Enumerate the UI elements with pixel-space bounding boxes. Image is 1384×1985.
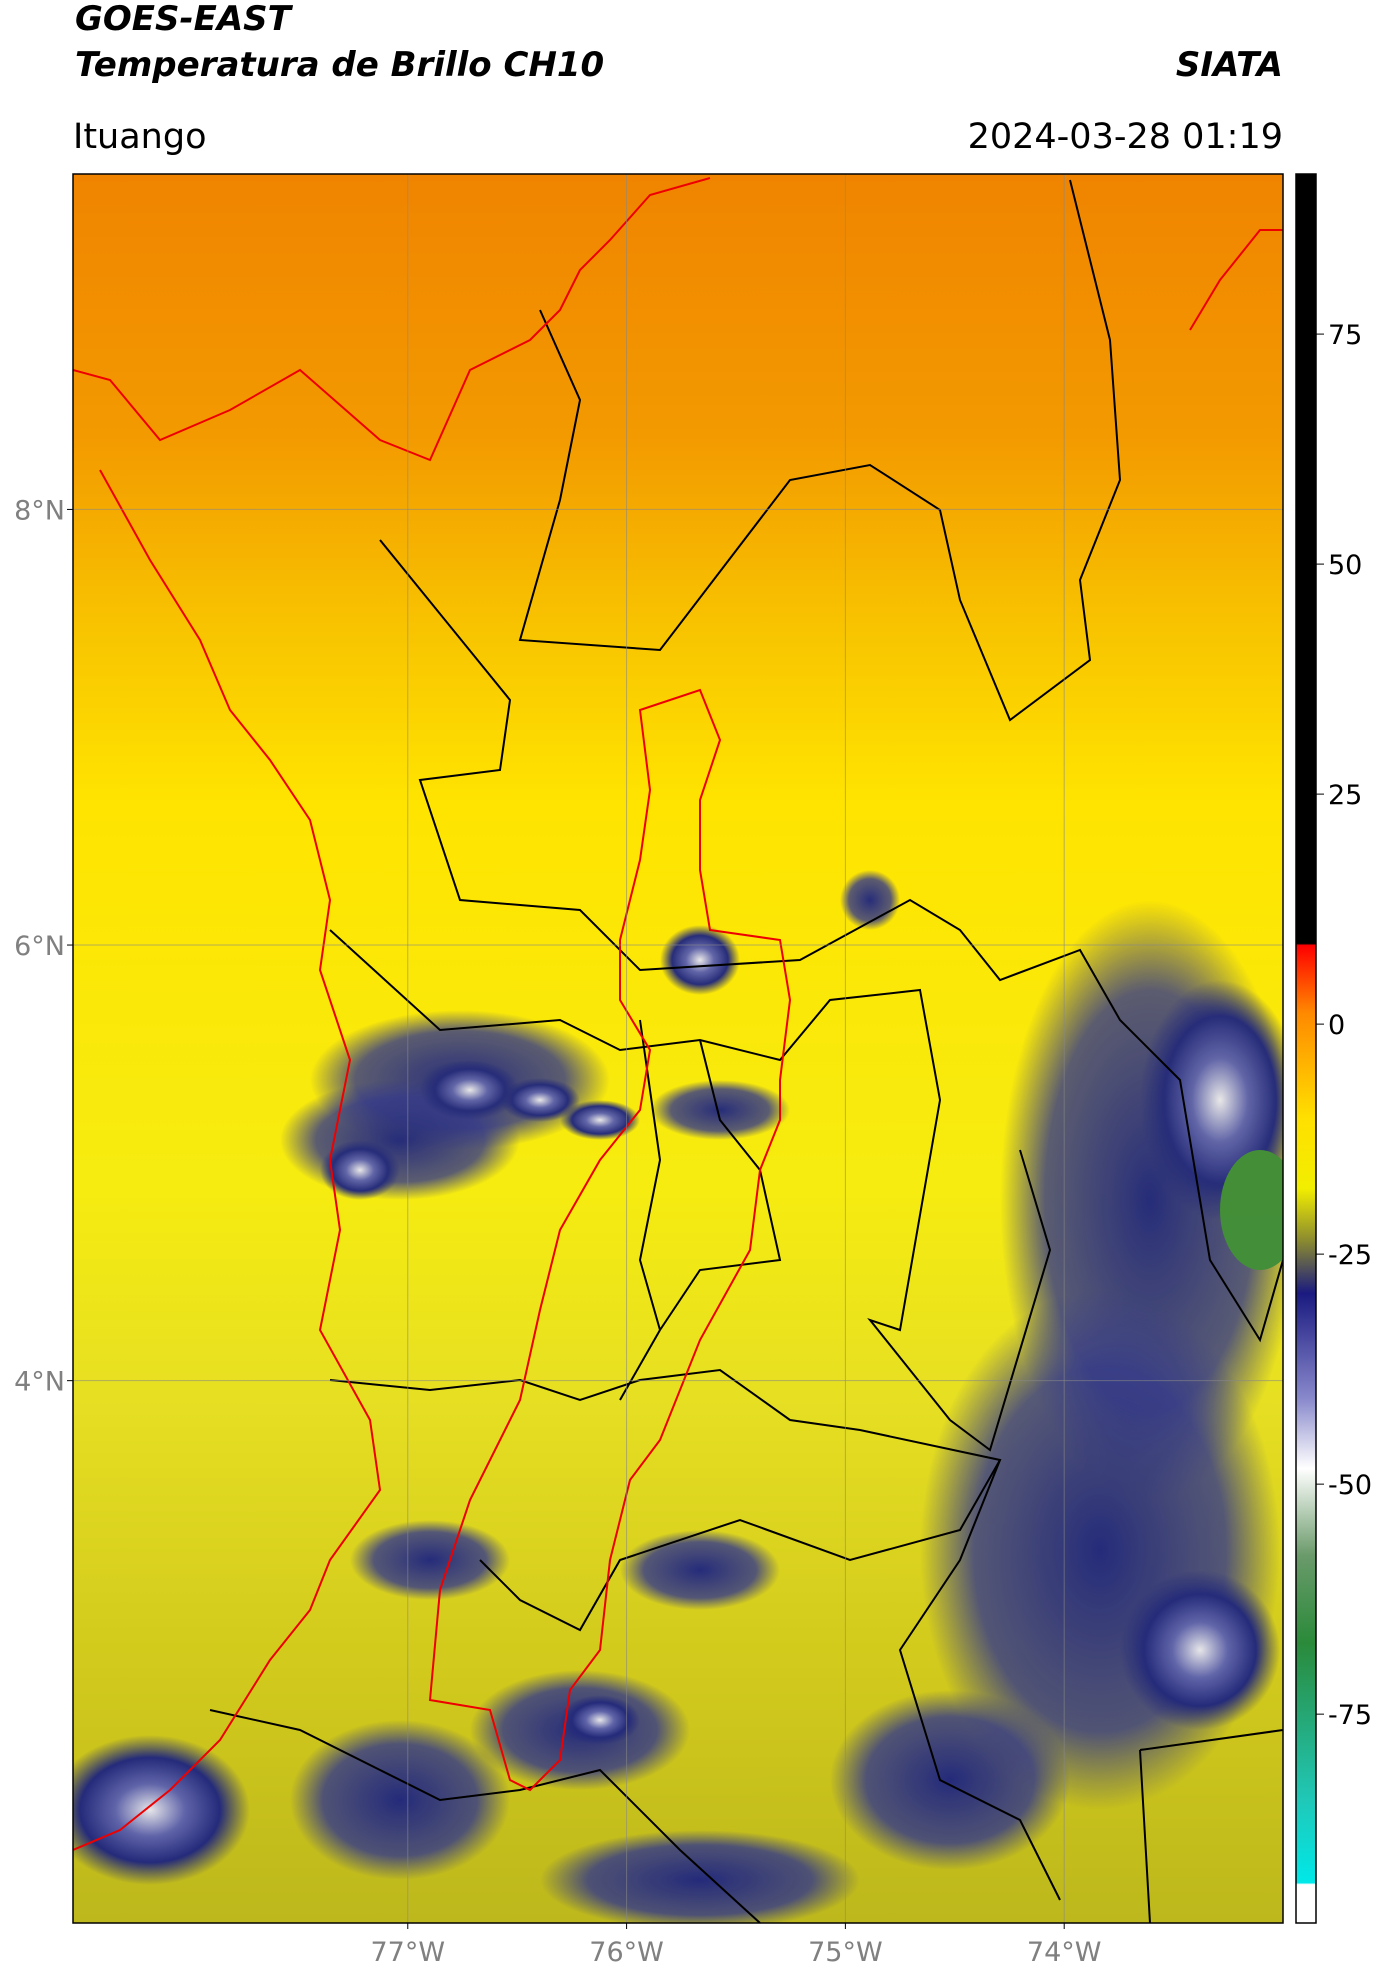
colorbar-tick-label: 50 bbox=[1328, 550, 1362, 581]
lon-tick-label: 77°W bbox=[370, 1937, 445, 1968]
colorbar-tick-label: -75 bbox=[1328, 1700, 1372, 1731]
lon-tick-label: 74°W bbox=[1027, 1937, 1102, 1968]
source: SIATA bbox=[1176, 45, 1283, 85]
location: Ituango bbox=[73, 117, 207, 157]
map-frame bbox=[72, 173, 1284, 1924]
lat-tick-label: 8°N bbox=[14, 495, 65, 526]
lat-tick-label: 4°N bbox=[14, 1367, 65, 1398]
colorbar-tick-label: -50 bbox=[1328, 1470, 1372, 1501]
map-image bbox=[73, 174, 1283, 1923]
grid bbox=[73, 174, 1283, 1923]
lon-tick-label: 76°W bbox=[589, 1937, 664, 1968]
colorbar-tick-label: -25 bbox=[1328, 1240, 1372, 1271]
colorbar-tick-label: 75 bbox=[1328, 320, 1362, 351]
lon-tick-label: 75°W bbox=[808, 1937, 883, 1968]
lat-tick-label: 6°N bbox=[14, 931, 65, 962]
subtitle: Temperatura de Brillo CH10 bbox=[75, 45, 604, 85]
colorbar-tick-label: 25 bbox=[1328, 780, 1362, 811]
title: GOES-EAST bbox=[75, 0, 294, 39]
timestamp: 2024-03-28 01:19 bbox=[968, 117, 1283, 157]
colorbar-tick-label: 0 bbox=[1328, 1010, 1345, 1041]
colorbar bbox=[1295, 173, 1317, 1924]
